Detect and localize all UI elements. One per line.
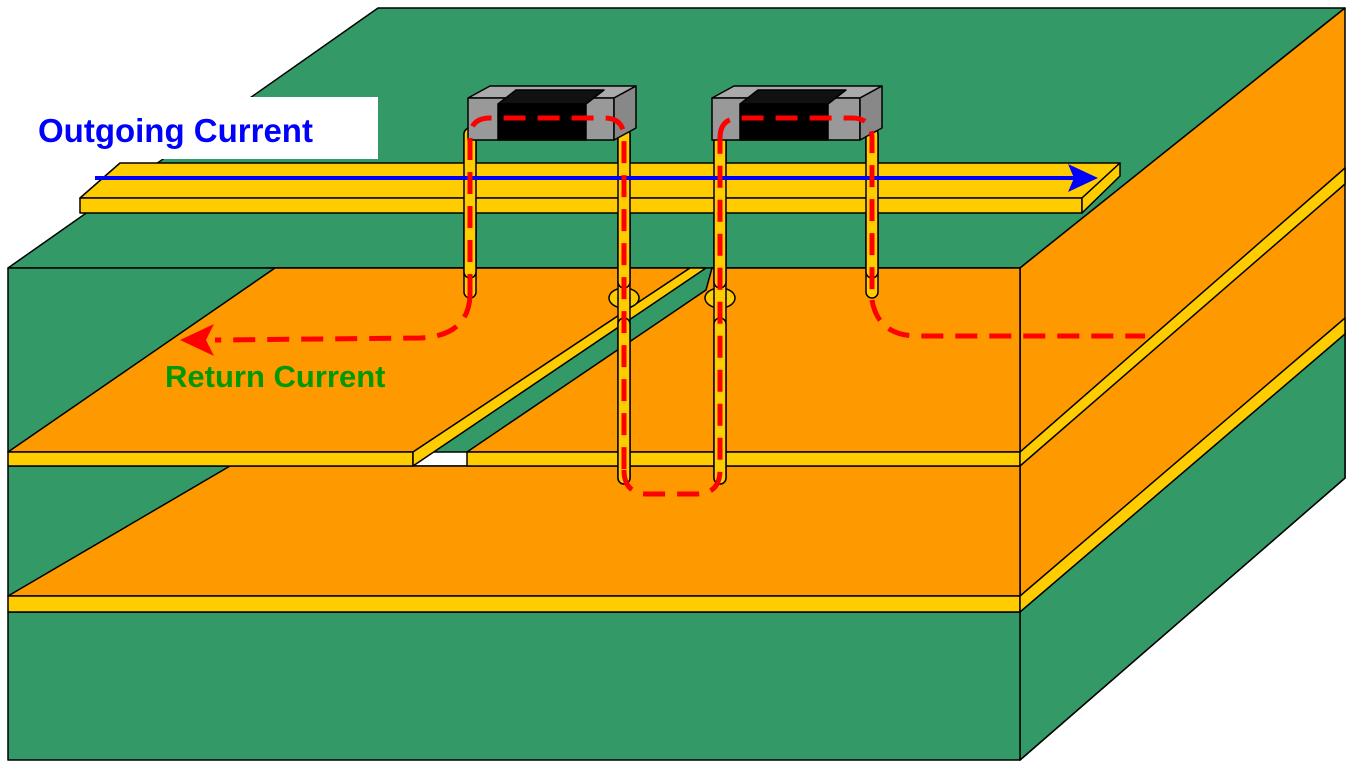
trace-top (79, 162, 1121, 199)
lower-plane-right-edge (1019, 317, 1346, 613)
return-path-component-left (467, 115, 627, 470)
component-left (467, 85, 637, 141)
return-current-label: Return Current (165, 359, 385, 394)
outgoing-label-bg (30, 97, 378, 159)
board-front-bottom (7, 611, 1021, 761)
return-path-left-plane (214, 295, 473, 343)
component-left-body-front (497, 103, 587, 141)
upper-plane-right-side-edge (1019, 167, 1346, 467)
trace-front (79, 197, 1083, 214)
component-left-body-top (497, 89, 605, 105)
component-right-body-top (739, 89, 847, 105)
outgoing-current-label: Outgoing Current (38, 112, 313, 149)
return-path-lower-bridge (621, 138, 723, 497)
lower-plane (7, 317, 1346, 613)
component-right-pad-side (859, 85, 883, 141)
return-arrow-head (180, 324, 214, 356)
return-current-path (214, 115, 1145, 497)
component-right (711, 85, 883, 141)
lower-plane-front-edge (7, 595, 1021, 613)
return-path-component-right (717, 115, 875, 300)
upper-plane-left (7, 267, 707, 467)
return-path-right-plane (869, 299, 1145, 339)
signal-trace (79, 162, 1121, 214)
upper-plane-left-front-edge (7, 451, 414, 467)
upper-plane-right-front-edge (466, 451, 1021, 467)
trace-side (1081, 162, 1121, 214)
outgoing-current-arrow (95, 164, 1098, 192)
component-right-body-front (739, 103, 829, 141)
upper-plane-left-split-edge (412, 267, 707, 467)
outgoing-arrow-head (1068, 164, 1098, 192)
upper-plane-right (466, 167, 1346, 467)
